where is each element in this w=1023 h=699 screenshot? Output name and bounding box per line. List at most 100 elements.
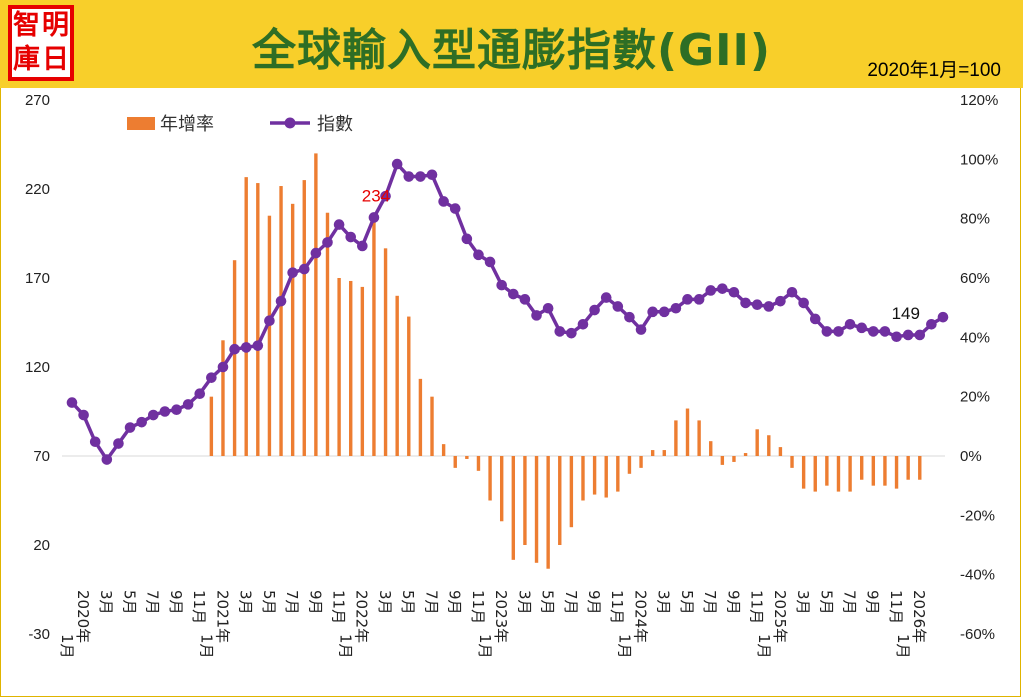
x-tick-label-month: 1月 [755, 634, 773, 659]
x-tick-label: 2021年 [213, 590, 231, 643]
index-point [484, 256, 496, 268]
growth-bar [395, 295, 399, 456]
growth-bar [709, 441, 713, 456]
index-point [658, 306, 670, 318]
index-point [473, 249, 484, 261]
growth-bar [918, 456, 922, 480]
index-point [902, 329, 914, 341]
x-tick-label-month: 1月 [337, 634, 355, 659]
legend-bar-swatch [127, 117, 155, 130]
index-point [136, 416, 147, 428]
y-left-tick-label: 70 [33, 448, 50, 465]
index-point [101, 454, 113, 465]
x-tick-label: 11月 [329, 590, 347, 624]
index-point [461, 233, 473, 245]
x-tick-label: 2022年 [353, 590, 371, 643]
growth-bar [558, 456, 562, 545]
x-tick-label: 3月 [794, 590, 812, 615]
index-point [868, 326, 879, 337]
index-point [322, 237, 333, 248]
index-point [798, 297, 809, 309]
index-point [124, 422, 136, 433]
legend-line-label: 指數 [317, 114, 353, 135]
growth-bar [349, 280, 353, 456]
growth-bar [790, 456, 794, 468]
index-point [879, 326, 891, 337]
growth-bar [906, 456, 910, 480]
x-tick-label: 7月 [144, 590, 162, 615]
x-tick-label: 9月 [585, 590, 603, 615]
growth-bar [221, 340, 225, 456]
index-point [612, 301, 624, 312]
growth-bar [581, 456, 585, 501]
index-point [844, 318, 856, 330]
x-tick-label: 11月 [887, 590, 905, 624]
growth-bar [372, 215, 376, 456]
index-point [670, 302, 682, 314]
index-point [89, 436, 101, 448]
y-right-tick-label: 80% [960, 211, 990, 228]
growth-bar [894, 456, 899, 489]
legend: 年增率 指數 [127, 114, 353, 135]
growth-bar [836, 456, 841, 492]
index-point [380, 190, 391, 202]
y-right-tick-label: -60% [960, 626, 995, 643]
growth-bar [256, 183, 260, 457]
x-tick-label-month: 1月 [894, 634, 912, 659]
x-tick-label: 11月 [748, 590, 766, 624]
index-point [357, 240, 368, 252]
growth-bar [418, 378, 423, 456]
value-annotation: 149 [892, 304, 920, 323]
index-point [345, 231, 357, 243]
legend-line-marker [284, 117, 296, 129]
index-line [70, 162, 944, 462]
y-left-tick-label: 120 [25, 359, 50, 376]
x-tick-label: 5月 [399, 590, 417, 615]
x-tick-label: 9月 [167, 590, 185, 615]
growth-bar [209, 396, 214, 456]
index-point [531, 310, 542, 321]
x-tick-label: 2023年 [492, 590, 510, 643]
growth-bar [871, 456, 876, 486]
growth-bar [767, 435, 771, 456]
x-tick-label: 9月 [446, 590, 464, 615]
chart-title: 全球輸入型通膨指數(GII) [251, 25, 772, 76]
growth-bar [639, 456, 643, 468]
x-tick-label-month: 1月 [615, 634, 633, 659]
index-point [333, 219, 345, 230]
y-right-tick-label: 60% [960, 270, 990, 287]
index-point [542, 302, 554, 314]
index-point [891, 331, 902, 343]
x-tick-label: 5月 [817, 590, 835, 615]
x-tick-label: 9月 [864, 590, 882, 615]
x-tick-label: 3月 [237, 590, 255, 615]
index-point [705, 285, 717, 296]
y-axis-right: -60% -40% -20% 0% 20% 40% 60% 80% 100% 120% [960, 92, 998, 643]
logo-char: 日 [42, 44, 69, 75]
x-tick-label: 11月 [608, 590, 626, 624]
index-point [519, 294, 531, 305]
growth-bar [523, 456, 527, 545]
growth-bar [755, 429, 759, 456]
growth-bar [337, 278, 341, 456]
growth-bar [534, 456, 539, 563]
y-left-tick-label: 270 [25, 92, 50, 109]
index-point [751, 299, 763, 311]
index-point [275, 295, 287, 307]
index-point [438, 196, 449, 207]
y-right-tick-label: -40% [960, 567, 995, 584]
growth-bar [604, 456, 608, 498]
growth-bar [883, 456, 887, 486]
index-point [368, 212, 380, 223]
growth-bar [360, 286, 365, 456]
growth-bar [813, 456, 817, 492]
growth-bar [569, 456, 574, 528]
growth-bar [441, 444, 446, 456]
x-tick-label: 3月 [655, 590, 673, 615]
growth-bar [743, 453, 748, 456]
logo-char: 庫 [13, 44, 40, 75]
y-right-tick-label: 120% [960, 92, 998, 109]
index-point [66, 397, 78, 408]
growth-bar [488, 456, 492, 501]
x-tick-label: 5月 [120, 590, 138, 615]
